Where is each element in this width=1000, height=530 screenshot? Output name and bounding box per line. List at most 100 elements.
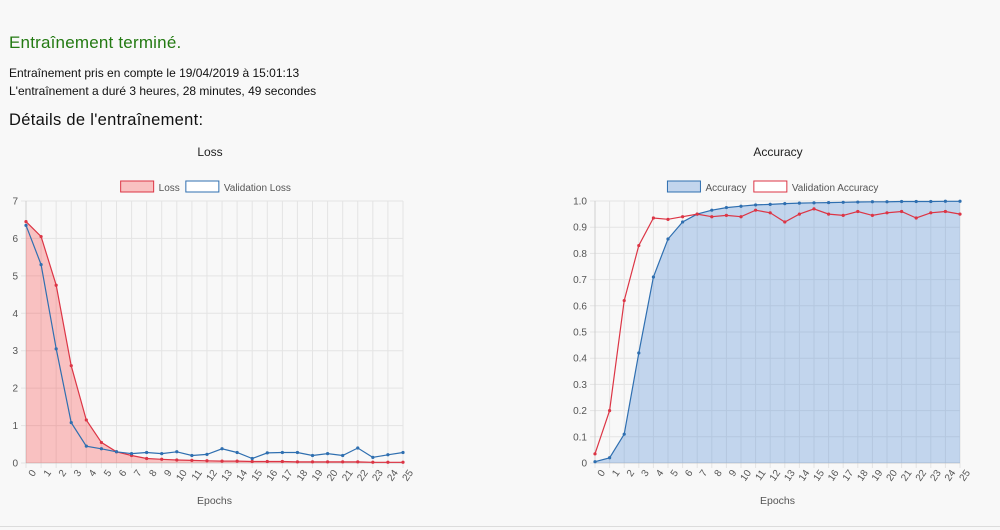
data-point[interactable] xyxy=(710,208,714,212)
data-point[interactable] xyxy=(754,208,758,212)
data-point[interactable] xyxy=(783,220,787,224)
data-point[interactable] xyxy=(99,440,103,445)
data-point[interactable] xyxy=(943,209,947,214)
data-point[interactable] xyxy=(356,446,360,450)
data-point[interactable] xyxy=(943,199,947,203)
data-point[interactable] xyxy=(827,212,831,216)
data-point[interactable] xyxy=(666,217,670,221)
data-point[interactable] xyxy=(914,216,918,220)
data-point[interactable] xyxy=(885,211,889,215)
data-point[interactable] xyxy=(160,452,164,456)
data-point[interactable] xyxy=(695,212,699,216)
data-point[interactable] xyxy=(651,275,655,279)
data-point[interactable] xyxy=(341,460,345,464)
data-point[interactable] xyxy=(914,199,918,204)
data-point[interactable] xyxy=(593,460,597,464)
legend-item[interactable]: Validation Accuracy xyxy=(753,180,879,194)
data-point[interactable] xyxy=(175,450,179,454)
data-point[interactable] xyxy=(797,201,801,205)
data-point[interactable] xyxy=(812,207,816,211)
data-point[interactable] xyxy=(326,460,330,464)
data-point[interactable] xyxy=(54,283,58,287)
data-point[interactable] xyxy=(235,459,239,463)
data-point[interactable] xyxy=(637,351,641,355)
data-point[interactable] xyxy=(24,223,28,227)
data-point[interactable] xyxy=(235,450,239,455)
data-point[interactable] xyxy=(386,460,390,464)
data-point[interactable] xyxy=(608,456,612,460)
data-point[interactable] xyxy=(622,298,626,303)
data-point[interactable] xyxy=(681,220,685,224)
data-point[interactable] xyxy=(265,459,269,464)
data-point[interactable] xyxy=(900,209,904,214)
data-point[interactable] xyxy=(958,199,962,203)
data-point[interactable] xyxy=(856,200,860,204)
data-point[interactable] xyxy=(39,234,43,239)
data-point[interactable] xyxy=(190,453,194,458)
data-point[interactable] xyxy=(768,211,772,215)
data-point[interactable] xyxy=(386,453,390,457)
data-point[interactable] xyxy=(160,457,164,461)
data-point[interactable] xyxy=(401,460,405,464)
data-point[interactable] xyxy=(250,459,254,464)
data-point[interactable] xyxy=(724,205,728,210)
data-point[interactable] xyxy=(371,460,375,464)
data-point[interactable] xyxy=(797,212,801,216)
data-point[interactable] xyxy=(280,450,284,455)
data-point[interactable] xyxy=(754,203,758,207)
data-point[interactable] xyxy=(812,201,816,205)
data-point[interactable] xyxy=(929,199,933,204)
data-point[interactable] xyxy=(724,213,728,218)
data-point[interactable] xyxy=(310,453,315,458)
data-point[interactable] xyxy=(739,204,743,208)
data-point[interactable] xyxy=(841,200,845,204)
data-point[interactable] xyxy=(295,460,300,464)
data-point[interactable] xyxy=(54,347,58,351)
data-point[interactable] xyxy=(900,199,904,204)
data-point[interactable] xyxy=(295,450,300,455)
data-point[interactable] xyxy=(885,200,889,204)
data-point[interactable] xyxy=(739,215,743,219)
data-point[interactable] xyxy=(783,202,787,206)
data-point[interactable] xyxy=(145,456,149,461)
data-point[interactable] xyxy=(637,243,641,248)
data-point[interactable] xyxy=(84,418,88,422)
data-point[interactable] xyxy=(608,409,612,413)
data-point[interactable] xyxy=(356,460,360,464)
data-point[interactable] xyxy=(929,211,933,215)
data-point[interactable] xyxy=(841,213,845,218)
data-point[interactable] xyxy=(69,420,73,425)
data-point[interactable] xyxy=(114,450,119,454)
data-point[interactable] xyxy=(265,451,269,455)
data-point[interactable] xyxy=(84,444,88,448)
data-point[interactable] xyxy=(827,200,831,205)
data-point[interactable] xyxy=(220,447,224,451)
data-point[interactable] xyxy=(856,209,860,214)
data-point[interactable] xyxy=(205,452,209,456)
data-point[interactable] xyxy=(326,452,330,456)
legend-item[interactable]: Loss xyxy=(120,180,180,194)
legend-item[interactable]: Accuracy xyxy=(666,180,747,194)
data-point[interactable] xyxy=(401,450,405,455)
data-point[interactable] xyxy=(958,212,962,216)
data-point[interactable] xyxy=(341,453,345,458)
data-point[interactable] xyxy=(205,459,209,463)
data-point[interactable] xyxy=(870,213,874,218)
data-point[interactable] xyxy=(310,460,315,464)
data-point[interactable] xyxy=(280,459,284,464)
data-point[interactable] xyxy=(681,215,685,219)
data-point[interactable] xyxy=(593,452,597,456)
data-point[interactable] xyxy=(145,450,149,455)
data-point[interactable] xyxy=(666,237,670,241)
data-point[interactable] xyxy=(39,263,43,267)
data-point[interactable] xyxy=(710,215,714,219)
data-point[interactable] xyxy=(69,364,73,368)
data-point[interactable] xyxy=(190,458,194,462)
data-point[interactable] xyxy=(651,216,655,220)
data-point[interactable] xyxy=(622,432,626,436)
data-point[interactable] xyxy=(99,447,103,451)
data-point[interactable] xyxy=(250,456,254,461)
data-point[interactable] xyxy=(220,459,224,463)
legend-item[interactable]: Validation Loss xyxy=(185,180,291,194)
data-point[interactable] xyxy=(24,219,28,224)
